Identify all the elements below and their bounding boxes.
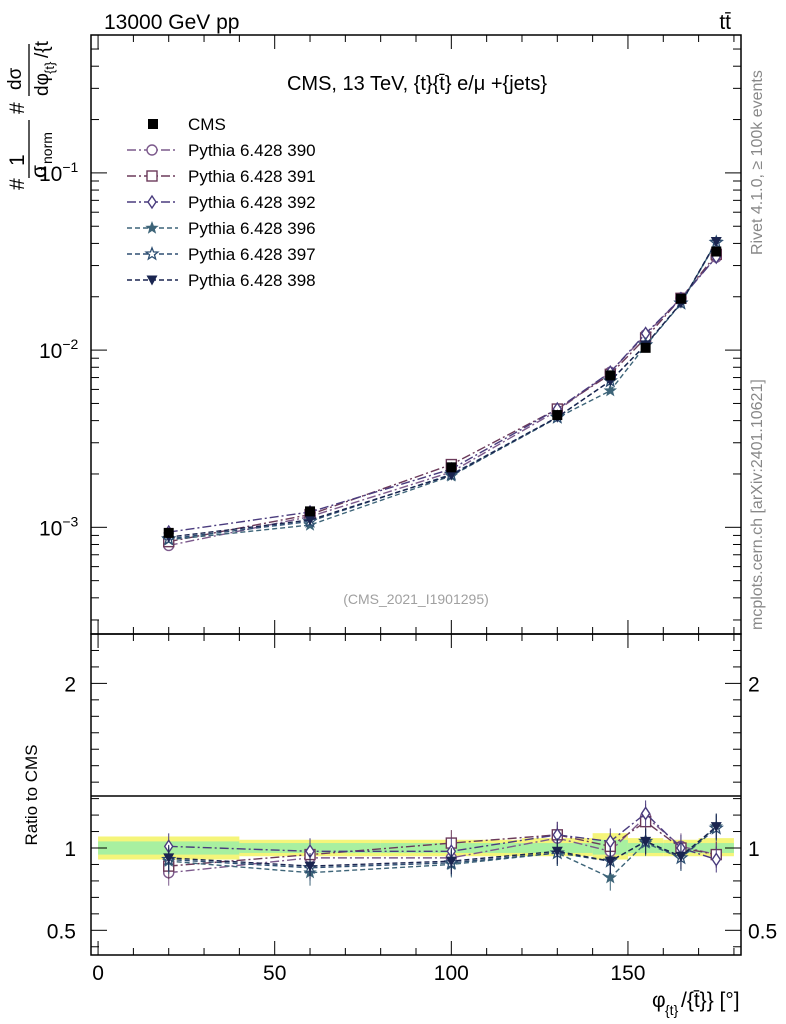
legend-marker-cms (148, 119, 158, 129)
legend-label: Pythia 6.428 396 (188, 219, 316, 238)
ratio-series-point (710, 822, 722, 833)
ratio-series-line (168, 820, 717, 867)
legend-label-cms: CMS (188, 115, 226, 134)
ratio-bands (98, 833, 734, 860)
main-x-ticks (97, 35, 735, 634)
legend-label: Pythia 6.428 390 (188, 141, 316, 160)
svg-text:#: # (6, 178, 29, 190)
analysis-tag: (CMS_2021_I1901295) (343, 591, 489, 607)
svg-text:σ: σ (28, 165, 51, 178)
ratio-y-tick-label: 1 (64, 838, 76, 861)
x-tick-label: 100 (434, 962, 469, 985)
ratio-series-point (304, 861, 316, 872)
ratio-series-point (445, 856, 457, 867)
legend-marker (144, 245, 160, 261)
legend-label: Pythia 6.428 391 (188, 167, 316, 186)
reference-point (675, 293, 686, 304)
y-axis-label: # 1 σ norm # dσ dφ {t} /{t (5, 40, 57, 190)
y-tick-label: 10−3 (39, 513, 79, 540)
legend-marker (146, 170, 158, 182)
reference-point (711, 246, 722, 257)
main-reference-layer (163, 246, 722, 538)
series-line (168, 253, 717, 543)
ratio-series-point (640, 806, 651, 821)
reference-point (163, 527, 174, 538)
reference-point (552, 410, 563, 421)
legend-marker (145, 220, 159, 234)
svg-text:dφ: dφ (32, 73, 53, 96)
ratio-series-point (163, 853, 175, 864)
reference-point (305, 506, 316, 517)
legend-marker (146, 144, 158, 156)
ratio-y-label: Ratio to CMS (22, 744, 41, 845)
ratio-x-ticks: 0 50 100 150 (92, 634, 735, 985)
series-point (304, 515, 316, 526)
svg-text:φ: φ (652, 989, 666, 1012)
main-panel: 10−3 10−2 10−1 CMS, 13 TeV, {t}{t̄} e/μ +{… (5, 34, 742, 635)
process-label: tt̄ (719, 11, 731, 34)
ratio-series-layer (161, 800, 724, 891)
ratio-series-point (640, 836, 652, 847)
ratio-series-point (551, 846, 563, 857)
x-tick-label: 50 (263, 962, 286, 985)
x-axis-label: φ {t} /{t̄}} [°] (652, 989, 740, 1018)
ratio-series-point (675, 851, 687, 862)
ratio-y-tick-label-right: 2 (748, 673, 760, 696)
main-y-ticks: 10−3 10−2 10−1 (39, 48, 741, 621)
main-title: CMS, 13 TeV, {t}{t̄} e/μ +{jets} (287, 73, 547, 95)
series-line (168, 241, 717, 541)
ratio-series-line (168, 826, 717, 867)
svg-text:1: 1 (6, 154, 29, 166)
reference-point (446, 462, 457, 473)
legend: CMS Pythia 6.428 390 Pythia 6.428 391 Pythi… (127, 115, 316, 290)
series-point (445, 470, 457, 481)
ratio-series-point (604, 856, 616, 867)
svg-text:{t}: {t} (665, 1002, 679, 1018)
reference-point (640, 342, 651, 353)
svg-text:{t}: {t} (42, 61, 57, 74)
ratio-y-tick-label-right: 0.5 (748, 920, 777, 943)
svg-text:#: # (6, 102, 29, 114)
series-point (603, 383, 618, 397)
svg-text:dσ: dσ (5, 67, 26, 90)
ratio-series-point (711, 852, 722, 867)
svg-text:/{t: /{t (32, 40, 53, 58)
energy-label: 13000 GeV pp (104, 11, 239, 34)
series-line (168, 256, 717, 533)
ratio-series-point (603, 870, 618, 884)
ratio-frame (90, 633, 742, 956)
series-point (710, 237, 722, 248)
series-line (168, 241, 717, 538)
svg-text:norm: norm (39, 132, 55, 164)
legend-label: Pythia 6.428 397 (188, 245, 316, 264)
y-tick-label: 10−1 (39, 159, 79, 186)
x-tick-label: 0 (92, 962, 104, 985)
series-line (168, 256, 717, 547)
reference-point (605, 370, 616, 381)
x-tick-label: 150 (610, 962, 645, 985)
ratio-series-point (605, 834, 616, 849)
ratio-series-line (168, 827, 717, 869)
svg-text:/{t̄}} [°]: /{t̄}} [°] (681, 989, 740, 1012)
rivet-label: Rivet 4.1.0, ≥ 100k events (749, 70, 766, 255)
ratio-y-tick-label-right: 1 (748, 838, 760, 861)
ratio-panel: 0 50 100 150 0.5 0.5 1 1 2 2 Ratio to CMS φ {t} … (22, 633, 777, 1018)
legend-label: Pythia 6.428 392 (188, 193, 316, 212)
mcplots-label: mcplots.cern.ch [arXiv:2401.10621] (749, 379, 766, 630)
ratio-y-tick-label: 2 (64, 673, 76, 696)
y-tick-label: 10−2 (39, 336, 79, 363)
ratio-y-ticks: 0.5 0.5 1 1 2 2 (47, 649, 777, 948)
ratio-series-line (168, 812, 717, 861)
legend-label: Pythia 6.428 398 (188, 271, 316, 290)
legend-marker (146, 275, 158, 286)
legend-marker (147, 194, 157, 210)
ratio-y-tick-label: 0.5 (47, 920, 76, 943)
